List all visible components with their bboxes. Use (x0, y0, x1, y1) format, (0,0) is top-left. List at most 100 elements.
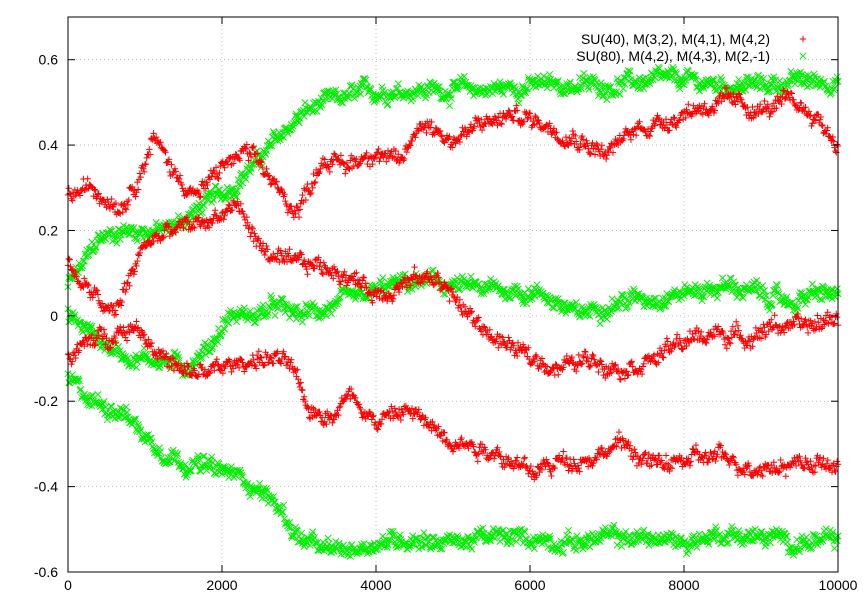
data-point (132, 364, 140, 372)
data-point (108, 227, 116, 235)
data-point (744, 73, 752, 81)
data-point (102, 235, 110, 243)
data-point (132, 234, 140, 243)
data-point (650, 294, 658, 302)
data-point (131, 416, 139, 425)
data-point (542, 291, 550, 299)
data-point (732, 288, 740, 296)
data-point (134, 421, 142, 429)
data-point (773, 281, 781, 290)
data-point (633, 290, 641, 298)
data-point (671, 68, 679, 76)
data-point (766, 306, 774, 314)
data-point (782, 296, 790, 304)
data-point (613, 304, 621, 312)
data-point (817, 75, 825, 83)
data-point (315, 102, 324, 110)
data-point (289, 122, 297, 130)
data-point (198, 209, 206, 217)
data-point (336, 293, 344, 301)
data-point (88, 238, 96, 246)
data-point (191, 357, 200, 365)
data-point (156, 448, 164, 456)
data-point (708, 77, 716, 85)
data-point (264, 309, 272, 317)
data-point (122, 403, 130, 411)
data-point (698, 297, 706, 305)
data-point (561, 299, 569, 307)
data-point (447, 94, 455, 103)
data-point (230, 192, 238, 200)
data-point (816, 295, 824, 303)
data-point (759, 282, 767, 290)
data-point (99, 400, 107, 408)
data-point (722, 285, 730, 293)
data-point (296, 114, 304, 122)
data-point (114, 225, 123, 233)
data-point (589, 73, 597, 81)
data-point (292, 303, 300, 311)
data-point (92, 243, 100, 251)
data-point (445, 91, 453, 99)
data-point (760, 287, 768, 295)
data-point (233, 187, 241, 195)
data-point (770, 73, 778, 81)
data-point (713, 294, 721, 302)
data-point (263, 311, 271, 319)
data-point (456, 285, 464, 293)
data-point (651, 73, 659, 82)
data-point (181, 460, 189, 469)
data-point (175, 463, 183, 471)
data-point (718, 274, 727, 282)
data-point (606, 83, 614, 91)
data-point (585, 85, 593, 93)
data-point (528, 76, 536, 84)
data-point (524, 285, 532, 293)
data-point (98, 406, 106, 414)
data-point (616, 90, 624, 98)
data-point (232, 193, 241, 201)
data-point (624, 67, 632, 75)
data-point (80, 257, 88, 265)
data-point (200, 201, 208, 209)
data-point (813, 286, 822, 294)
data-point (305, 311, 313, 320)
data-point (794, 304, 802, 312)
data-point (302, 300, 310, 308)
data-point (696, 286, 704, 294)
data-point (793, 302, 801, 310)
data-point (752, 286, 760, 294)
data-point (293, 302, 301, 311)
data-point (634, 84, 642, 92)
data-point (185, 467, 194, 475)
data-point (543, 84, 551, 92)
data-point (694, 282, 702, 291)
data-point (533, 281, 541, 289)
data-point (706, 281, 714, 289)
data-point (348, 81, 356, 89)
data-point (446, 102, 454, 110)
data-point (214, 338, 222, 346)
data-point (173, 452, 181, 460)
data-point (394, 80, 402, 88)
data-point (221, 195, 229, 203)
data-point (810, 70, 818, 78)
data-point (766, 87, 774, 95)
data-point (133, 237, 141, 245)
data-point (384, 100, 392, 108)
data-point (795, 75, 803, 83)
data-point (347, 286, 355, 295)
data-point (603, 96, 611, 104)
data-point (766, 80, 774, 88)
data-point (214, 190, 222, 198)
data-point (146, 434, 154, 442)
data-point (155, 363, 164, 371)
data-point (783, 293, 791, 301)
data-point (626, 67, 634, 75)
data-point (187, 467, 195, 475)
data-point (680, 81, 688, 89)
data-point (250, 319, 259, 327)
data-point (73, 377, 81, 385)
data-point (586, 312, 594, 320)
